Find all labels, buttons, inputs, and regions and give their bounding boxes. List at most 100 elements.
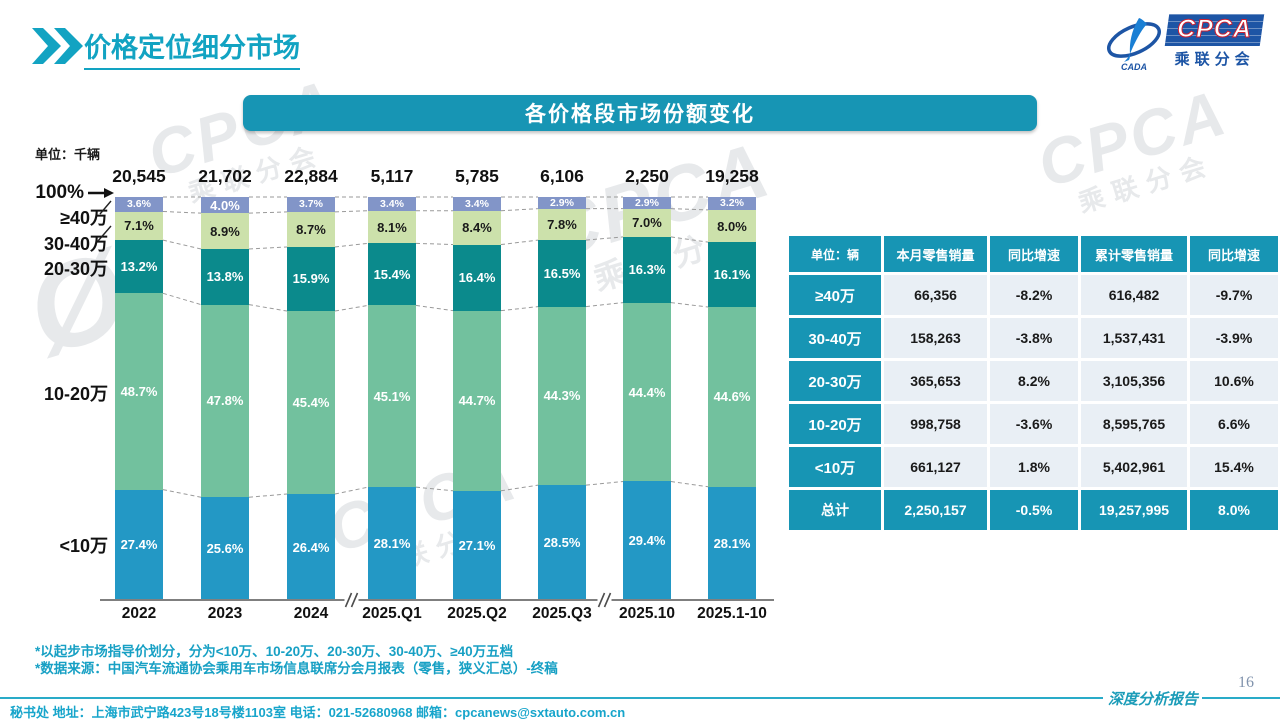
table-cell: -3.8%: [990, 318, 1078, 358]
bar-segment: 47.8%: [201, 304, 249, 498]
bar-segment: 13.8%: [201, 248, 249, 305]
x-axis-label: 2025.10: [618, 605, 676, 622]
table-cell: 66,356: [884, 275, 987, 315]
bar-segment: 8.7%: [287, 211, 335, 247]
bar-total: 2,250: [625, 166, 669, 186]
axis-series-label: 10-20万: [43, 384, 108, 404]
unit-label: 单位：千辆: [35, 147, 101, 162]
table-row-label: 30-40万: [789, 318, 881, 358]
report-type-label: 深度分析报告: [1108, 692, 1199, 708]
table-cell: 1,537,431: [1081, 318, 1187, 358]
bar-segment: 27.4%: [115, 489, 163, 600]
table-row-label: 10-20万: [789, 404, 881, 444]
bar-segment: 28.1%: [368, 487, 416, 601]
table-total-cell: 19,257,995: [1081, 490, 1187, 530]
x-axis-label: 2022: [121, 605, 157, 622]
bar-segment: 8.4%: [453, 210, 501, 245]
bar-segment: 28.5%: [538, 485, 586, 600]
table-cell: -3.9%: [1190, 318, 1278, 358]
table-cell: 10.6%: [1190, 361, 1278, 401]
bar-segment: 16.3%: [623, 236, 671, 303]
table-row-label: 20-30万: [789, 361, 881, 401]
table-cell: 1.8%: [990, 447, 1078, 487]
bar-segment: 15.9%: [287, 246, 335, 312]
bar-segment: 27.1%: [453, 490, 501, 600]
table-total-cell: -0.5%: [990, 490, 1078, 530]
bar-total: 6,106: [540, 166, 584, 186]
bar-segment: 3.4%: [368, 197, 416, 211]
table-cell: 6.6%: [1190, 404, 1278, 444]
table-header-cell: 同比增速: [990, 236, 1078, 272]
axis-series-label: 100%: [35, 182, 84, 203]
bar-segment: 16.4%: [453, 244, 501, 311]
bar-segment: 2.9%: [538, 197, 586, 209]
bar-2023: 4.0% 8.9% 13.8% 47.8% 25.6%: [201, 197, 249, 601]
table-row-label: <10万: [789, 447, 881, 487]
bar-segment: 45.4%: [287, 311, 335, 494]
bar-segment: 48.7%: [115, 293, 163, 490]
cpca-subtitle: 乘联分会: [1174, 51, 1255, 68]
cada-swirl-icon: CADA: [1107, 18, 1162, 72]
contact-info: 秘书处 地址：上海市武宁路423号18号楼1103室 电话：021-526809…: [10, 705, 626, 720]
x-axis-label: 2025.Q3: [532, 605, 592, 622]
table-cell: 5,402,961: [1081, 447, 1187, 487]
bar-segment: 3.2%: [708, 197, 756, 210]
cpca-logo: CADA CPCA 乘联分会: [1103, 14, 1265, 72]
cpca-wordmark: CPCA: [1164, 14, 1265, 46]
bar-segment: 16.1%: [708, 242, 756, 307]
table-cell: 616,482: [1081, 275, 1187, 315]
bar-total: 5,117: [370, 166, 414, 186]
x-axis-label: 2024: [293, 605, 329, 622]
svg-text:CADA: CADA: [1121, 62, 1147, 72]
bar-segment: 25.6%: [201, 497, 249, 601]
bar-2025.Q1: 3.4% 8.1% 15.4% 45.1% 28.1%: [368, 197, 416, 601]
bar-2024: 3.7% 8.7% 15.9% 45.4% 26.4%: [287, 197, 335, 601]
x-axis-label: 2025.Q2: [447, 605, 507, 622]
bar-total: 19,258: [705, 166, 759, 186]
bar-total: 20,545: [112, 166, 166, 186]
bar-segment: 8.0%: [708, 209, 756, 243]
bar-segment: 3.7%: [287, 197, 335, 212]
bar-segment: 7.0%: [623, 208, 671, 237]
table-cell: 15.4%: [1190, 447, 1278, 487]
bar-2022: 3.6% 7.1% 13.2% 48.7% 27.4%: [115, 197, 163, 600]
page-title: 价格定位细分市场: [84, 26, 300, 70]
bar-total: 21,702: [198, 166, 252, 186]
double-chevron-icon: [32, 28, 83, 64]
table-cell: 8.2%: [990, 361, 1078, 401]
footer-divider-right: [1202, 697, 1280, 699]
table-total-cell: 2,250,157: [884, 490, 987, 530]
table-cell: -9.7%: [1190, 275, 1278, 315]
bar-2025.Q2: 3.4% 8.4% 16.4% 44.7% 27.1%: [453, 197, 501, 600]
page-number: 16: [1238, 674, 1254, 691]
table-cell: 661,127: [884, 447, 987, 487]
bar-segment: 8.1%: [368, 210, 416, 244]
x-axis-label: 2025.Q1: [362, 605, 422, 622]
table-header-cell: 同比增速: [1190, 236, 1278, 272]
axis-series-label: ≥40万: [60, 208, 108, 228]
table-cell: 998,758: [884, 404, 987, 444]
bar-segment: 15.4%: [368, 243, 416, 306]
axis-series-label: 20-30万: [43, 259, 108, 279]
bar-segment: 26.4%: [287, 493, 335, 601]
bar-segment: 13.2%: [115, 240, 163, 294]
bar-segment: 44.6%: [708, 307, 756, 487]
bar-segment: 44.4%: [623, 302, 671, 482]
bar-total: 5,785: [455, 166, 499, 186]
axis-series-label: <10万: [59, 536, 108, 556]
table-total-label: 总计: [789, 490, 881, 530]
chart-banner-title: 各价格段市场份额变化: [243, 95, 1037, 131]
footnote-1: *以起步市场指导价划分，分为<10万、10-20万、20-30万、30-40万、…: [35, 644, 514, 659]
table-header-cell: 单位：辆: [789, 236, 881, 272]
table-header-cell: 累计零售销量: [1081, 236, 1187, 272]
table-row-label: ≥40万: [789, 275, 881, 315]
footnote-2: *数据来源：中国汽车流通协会乘用车市场信息联席分会月报表（零售，狭义汇总）-终稿: [35, 661, 558, 676]
data-table: 单位：辆 本月零售销量 同比增速 累计零售销量 同比增速 ≥40万 66,356 -8.2% 6…: [789, 236, 1278, 530]
x-axis-label: 2025.1-10: [697, 605, 767, 622]
bar-2025.10: 2.9% 7.0% 16.3% 44.4% 29.4%: [623, 197, 671, 600]
bar-2025.1-10: 3.2% 8.0% 16.1% 44.6% 28.1%: [708, 197, 756, 600]
x-axis-label: 2023: [207, 605, 243, 622]
table-cell: 8,595,765: [1081, 404, 1187, 444]
table-cell: 158,263: [884, 318, 987, 358]
